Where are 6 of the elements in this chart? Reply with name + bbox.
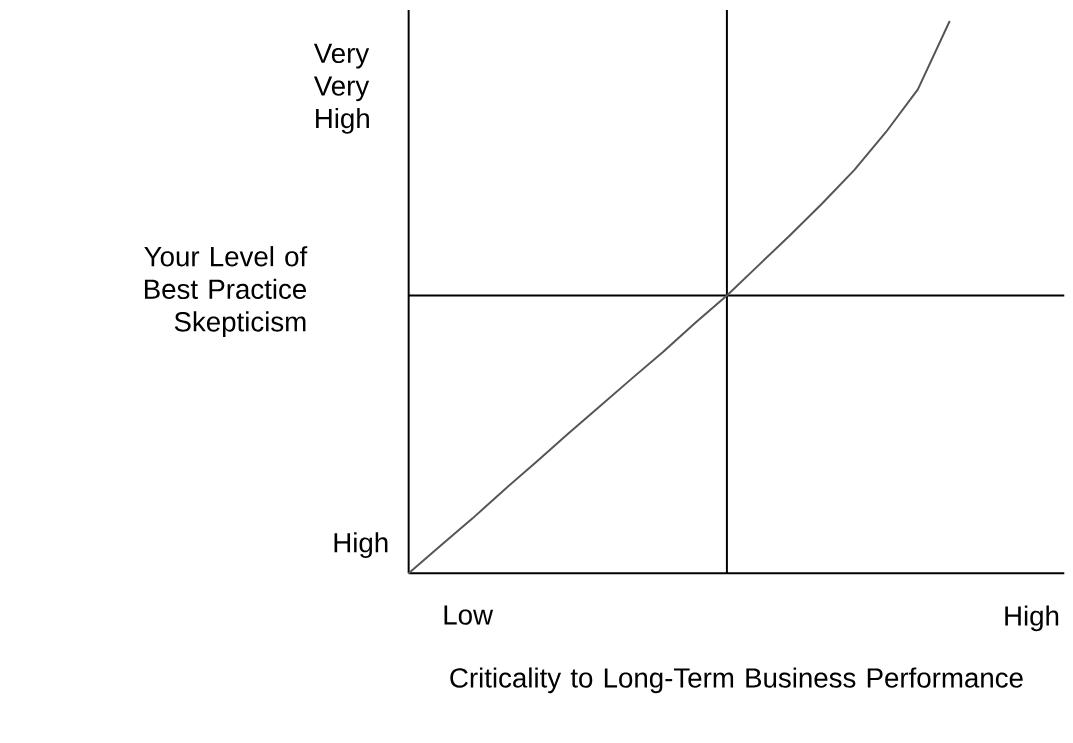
text: High xyxy=(1005,605,1059,632)
text: Low xyxy=(444,605,494,625)
x-axis-title: Criticality to Long-Term Business Performance xyxy=(450,667,1023,694)
y-axis-title: Your Level of Best Practice Skepticism xyxy=(144,246,308,338)
text: Very Very High xyxy=(313,43,370,134)
text: High xyxy=(334,532,388,559)
